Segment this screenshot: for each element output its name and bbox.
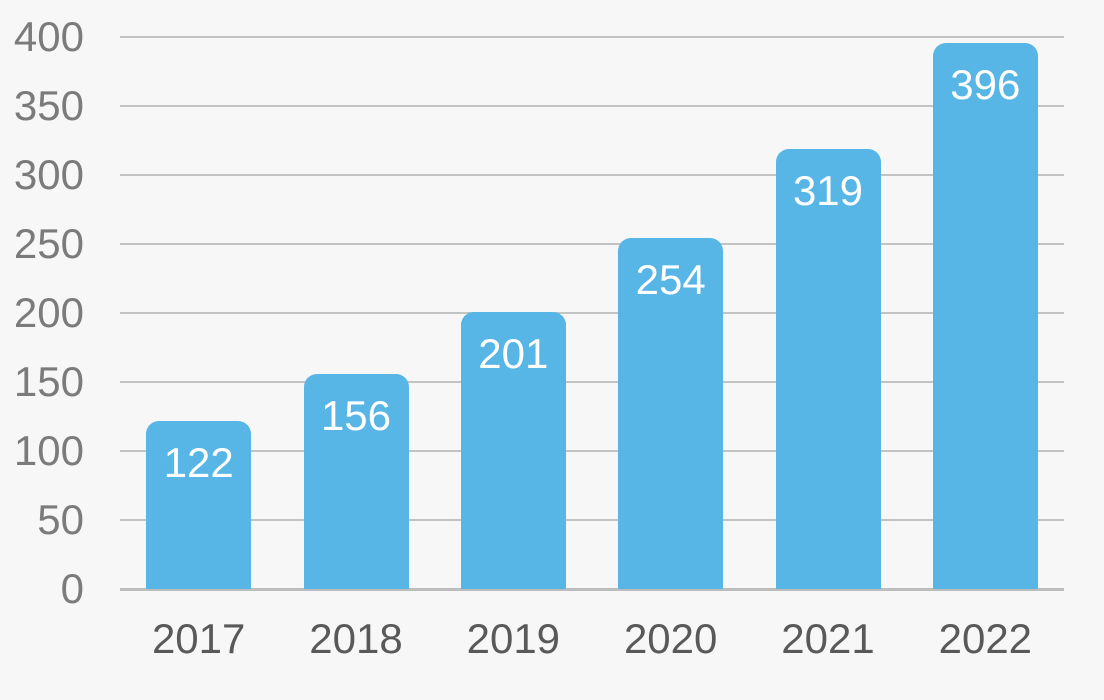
gridline xyxy=(120,36,1064,38)
x-tick-label-2017: 2017 xyxy=(151,615,246,662)
y-tick-label: 250 xyxy=(13,219,84,267)
gridline xyxy=(120,519,1064,521)
plot-area xyxy=(120,36,1064,591)
bar-value-label: 122 xyxy=(163,438,234,486)
bars-layer: 122 156 201 254 319 396 xyxy=(120,37,1064,589)
y-tick-label: 50 xyxy=(37,495,84,543)
gridline xyxy=(120,588,1064,591)
y-tick-label: 150 xyxy=(13,357,84,405)
x-tick-label-2021: 2021 xyxy=(781,615,875,662)
y-tick-label: 350 xyxy=(13,81,84,129)
bar-value-label: 156 xyxy=(320,391,392,439)
x-tick-label-2020: 2020 xyxy=(623,615,718,662)
y-tick-label: 200 xyxy=(13,288,84,336)
y-tick-label: 100 xyxy=(13,426,84,474)
bar-2019: 201 xyxy=(460,311,566,589)
gridline xyxy=(120,381,1064,383)
bar-2018: 156 xyxy=(303,373,409,589)
x-axis: 2017 2018 2019 2020 2021 2022 xyxy=(120,589,1064,669)
y-axis: 0 50 100 150 200 250 300 350 400 xyxy=(0,13,84,611)
gridline xyxy=(120,243,1064,245)
bar-value-label: 396 xyxy=(950,60,1021,108)
bar-2022: 396 xyxy=(932,42,1038,589)
bar-2021: 319 xyxy=(775,148,881,589)
bar-value-label: 319 xyxy=(792,166,864,214)
y-tick-label: 400 xyxy=(13,12,84,60)
y-tick-label: 0 xyxy=(60,564,84,612)
gridline xyxy=(120,450,1064,452)
gridline xyxy=(120,105,1064,107)
bar-2017: 122 xyxy=(146,420,252,589)
x-tick-label-2022: 2022 xyxy=(938,615,1033,662)
bar-2020: 254 xyxy=(618,238,724,589)
y-tick-label: 300 xyxy=(13,150,84,198)
bar-value-label: 201 xyxy=(478,329,549,377)
gridline xyxy=(120,174,1064,176)
x-tick-label-2018: 2018 xyxy=(309,615,403,662)
bar-value-label: 254 xyxy=(635,256,706,304)
x-tick-label-2019: 2019 xyxy=(466,615,561,662)
gridline xyxy=(120,312,1064,314)
